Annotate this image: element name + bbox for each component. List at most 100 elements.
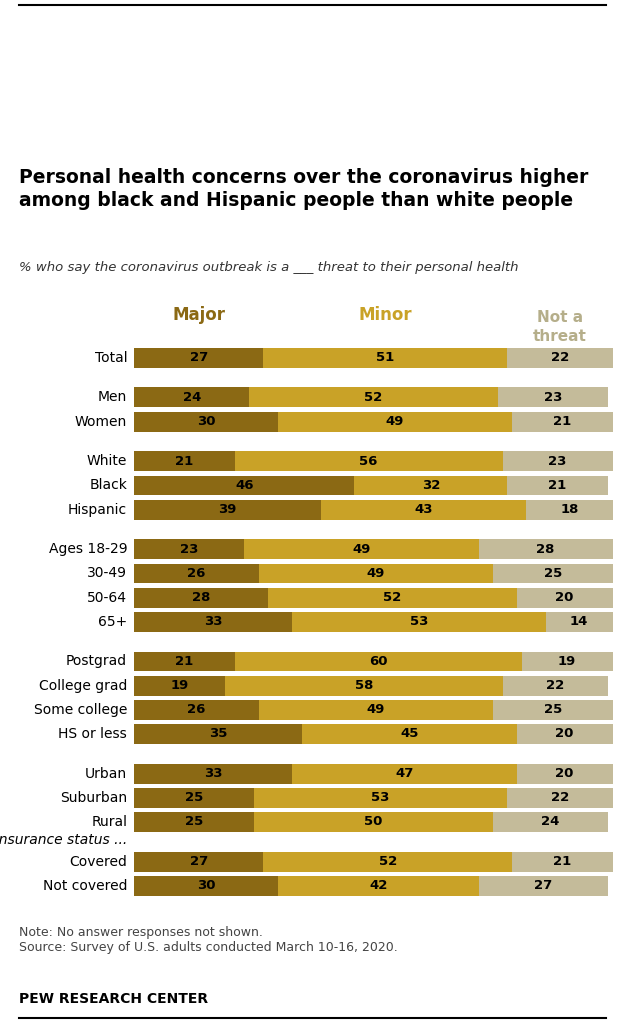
Text: Men: Men	[98, 391, 128, 404]
Bar	[526, 499, 612, 520]
Text: HS or less: HS or less	[59, 727, 127, 741]
Text: 21: 21	[548, 479, 567, 492]
Text: 49: 49	[367, 567, 385, 580]
Text: 22: 22	[546, 679, 564, 693]
Text: Health insurance status ...: Health insurance status ...	[0, 833, 127, 847]
Bar	[321, 499, 526, 520]
Bar	[134, 724, 302, 744]
Bar	[254, 812, 493, 832]
Bar	[134, 876, 278, 896]
Text: 19: 19	[558, 655, 576, 668]
Text: 25: 25	[544, 703, 562, 716]
Bar	[268, 587, 517, 608]
Text: 25: 25	[544, 567, 562, 580]
Bar	[134, 788, 254, 808]
Text: 22: 22	[551, 351, 569, 364]
Text: Ages 18-29: Ages 18-29	[49, 542, 128, 557]
Bar	[134, 812, 254, 832]
Text: 43: 43	[414, 503, 433, 516]
Bar	[498, 388, 608, 407]
Text: 19: 19	[171, 679, 189, 693]
Text: 24: 24	[541, 815, 559, 829]
Text: 50: 50	[364, 815, 382, 829]
Text: 23: 23	[548, 455, 567, 468]
Text: 53: 53	[409, 615, 428, 628]
Bar	[134, 587, 268, 608]
Bar	[292, 612, 546, 631]
Text: Women: Women	[75, 414, 128, 429]
Text: Note: No answer responses not shown.
Source: Survey of U.S. adults conducted Mar: Note: No answer responses not shown. Sou…	[19, 926, 398, 953]
Text: College grad: College grad	[39, 678, 127, 693]
Text: Total: Total	[94, 351, 128, 365]
Text: 39: 39	[218, 503, 237, 516]
Text: 27: 27	[534, 880, 552, 892]
Bar	[134, 388, 249, 407]
Text: 21: 21	[176, 655, 194, 668]
Bar	[512, 411, 612, 432]
Text: Minor: Minor	[359, 306, 413, 323]
Text: 26: 26	[188, 703, 206, 716]
Text: PEW RESEARCH CENTER: PEW RESEARCH CENTER	[19, 992, 208, 1007]
Bar	[134, 411, 278, 432]
Bar	[134, 764, 292, 784]
Text: White: White	[87, 454, 128, 469]
Text: 53: 53	[371, 792, 390, 804]
Text: 28: 28	[536, 543, 555, 555]
Bar	[278, 411, 512, 432]
Bar	[508, 788, 612, 808]
Bar	[134, 676, 225, 696]
Bar	[522, 652, 612, 671]
Text: Rural: Rural	[91, 815, 128, 829]
Bar	[264, 852, 512, 872]
Text: Major: Major	[173, 306, 226, 323]
Bar	[249, 388, 498, 407]
Bar	[517, 724, 612, 744]
Text: 65+: 65+	[98, 615, 128, 629]
Bar	[493, 812, 608, 832]
Text: Black: Black	[89, 479, 127, 492]
Bar	[225, 676, 503, 696]
Bar	[134, 539, 244, 560]
Bar	[493, 700, 612, 720]
Bar	[517, 587, 612, 608]
Text: 21: 21	[553, 855, 571, 869]
Bar	[479, 876, 608, 896]
Bar	[134, 499, 321, 520]
Bar	[512, 852, 612, 872]
Text: Not a
threat: Not a threat	[533, 310, 587, 344]
Text: 21: 21	[176, 455, 194, 468]
Text: 50-64: 50-64	[88, 590, 128, 605]
Text: 52: 52	[384, 591, 402, 605]
Text: Suburban: Suburban	[60, 791, 127, 805]
Text: 45: 45	[400, 727, 419, 741]
Text: 52: 52	[379, 855, 397, 869]
Text: 32: 32	[422, 479, 440, 492]
Bar	[134, 852, 264, 872]
Bar	[134, 652, 235, 671]
Bar	[259, 564, 493, 583]
Bar	[493, 564, 612, 583]
Bar	[134, 612, 292, 631]
Bar	[503, 451, 612, 472]
Text: 23: 23	[544, 391, 562, 404]
Bar	[517, 764, 612, 784]
Bar	[134, 476, 354, 495]
Text: 49: 49	[367, 703, 385, 716]
Text: 14: 14	[570, 615, 588, 628]
Bar	[134, 564, 259, 583]
Text: 51: 51	[376, 351, 394, 364]
Text: Some college: Some college	[34, 703, 128, 717]
Text: 33: 33	[204, 615, 222, 628]
Text: 25: 25	[185, 815, 203, 829]
Text: Urban: Urban	[85, 766, 127, 781]
Bar	[508, 476, 608, 495]
Text: 49: 49	[386, 415, 404, 428]
Bar	[508, 348, 612, 367]
Text: 35: 35	[209, 727, 227, 741]
Bar	[479, 539, 612, 560]
Text: Personal health concerns over the coronavirus higher
among black and Hispanic pe: Personal health concerns over the corona…	[19, 168, 588, 210]
Bar	[235, 451, 503, 472]
Text: 52: 52	[364, 391, 382, 404]
Text: 27: 27	[190, 855, 208, 869]
Bar	[354, 476, 508, 495]
